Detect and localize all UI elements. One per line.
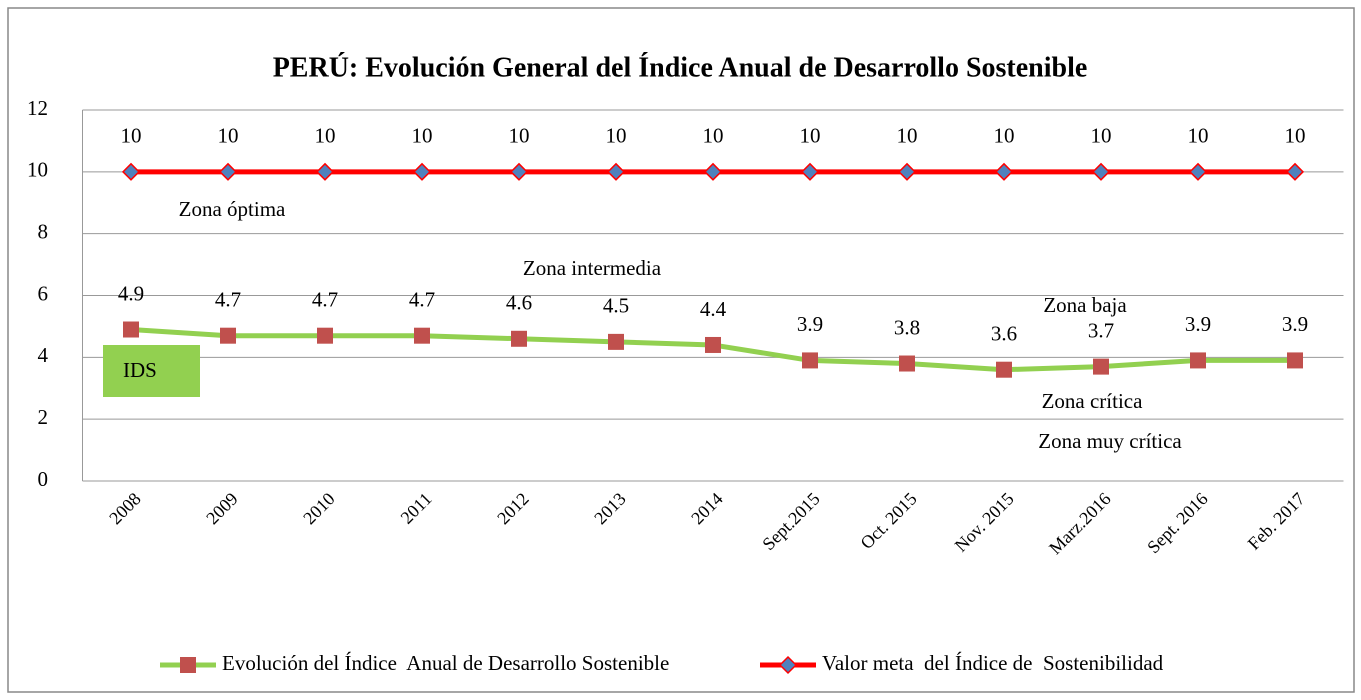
marker (315, 162, 335, 181)
marker (1285, 162, 1305, 181)
data-label: 4.7 (312, 288, 338, 312)
y-tick-label: 6 (38, 281, 49, 305)
marker (1188, 162, 1208, 181)
marker (1190, 352, 1206, 369)
annotation: Zona muy crítica (1038, 429, 1182, 453)
marker (317, 327, 333, 344)
marker (1287, 352, 1303, 369)
plot: 4.9 4.7 4.7 4.7 4.6 4.5 4.4 3.9 3.8 3.6 3.7 3.9 3.9 1… (118, 124, 1308, 378)
marker (1091, 162, 1111, 181)
data-label: 3.8 (894, 315, 920, 339)
annotation-box (103, 345, 200, 397)
annotation: Zona crítica (1042, 389, 1144, 413)
legend-marker (778, 655, 798, 675)
y-tick-label: 12 (27, 96, 48, 120)
marker (1093, 358, 1109, 375)
marker (509, 162, 529, 181)
data-label: 3.6 (991, 322, 1017, 346)
data-label: 3.9 (797, 312, 823, 336)
y-tick-label: 10 (27, 158, 48, 182)
marker (608, 333, 624, 350)
data-label: 10 (1285, 124, 1306, 148)
data-label: 3.9 (1185, 312, 1211, 336)
marker (414, 327, 430, 344)
data-label: 10 (218, 124, 239, 148)
marker (218, 162, 238, 181)
y-tick-label: 8 (38, 219, 49, 243)
annotation: Zona intermedia (523, 256, 662, 280)
data-label: 10 (1188, 124, 1209, 148)
data-label: 10 (994, 124, 1015, 148)
data-label: 4.4 (700, 297, 727, 321)
marker (800, 162, 820, 181)
marker (121, 162, 141, 181)
y-tick-label: 4 (38, 343, 49, 367)
y-tick-label: 2 (38, 405, 49, 429)
annotation: Zona óptima (179, 197, 286, 221)
annotation: Zona baja (1043, 293, 1127, 317)
marker (996, 361, 1012, 378)
data-label: 4.5 (603, 294, 629, 318)
marker (705, 336, 721, 353)
data-label: 3.9 (1282, 312, 1308, 336)
data-label: 3.7 (1088, 318, 1114, 342)
marker (703, 162, 723, 181)
data-label: 4.7 (215, 288, 241, 312)
chart-frame (7, 7, 1355, 693)
y-tick-label: 0 (38, 467, 49, 491)
annotation: IDS (123, 358, 157, 382)
data-label: 10 (606, 124, 627, 148)
chart-title: PERÚ: Evolución General del Índice Anual… (273, 52, 1088, 83)
marker (802, 352, 818, 369)
data-label: 4.6 (506, 291, 532, 315)
data-label: 10 (800, 124, 821, 148)
data-label: 4.7 (409, 288, 435, 312)
marker (123, 321, 139, 338)
marker (220, 327, 236, 344)
legend-marker (180, 657, 196, 673)
data-label: 10 (412, 124, 433, 148)
data-label: 10 (509, 124, 530, 148)
data-label: 10 (315, 124, 336, 148)
marker (897, 162, 917, 181)
marker (511, 330, 527, 347)
marker (994, 162, 1014, 181)
data-label: 10 (897, 124, 918, 148)
data-label: 10 (121, 124, 142, 148)
data-label: 4.9 (118, 281, 144, 305)
legend-label: Valor meta del Índice de Sostenibilidad (822, 651, 1164, 675)
marker (412, 162, 432, 181)
data-label: 10 (1091, 124, 1112, 148)
marker (899, 355, 915, 372)
legend-label: Evolución del Índice Anual de Desarrollo… (222, 651, 669, 675)
marker (606, 162, 626, 181)
data-label: 10 (703, 124, 724, 148)
